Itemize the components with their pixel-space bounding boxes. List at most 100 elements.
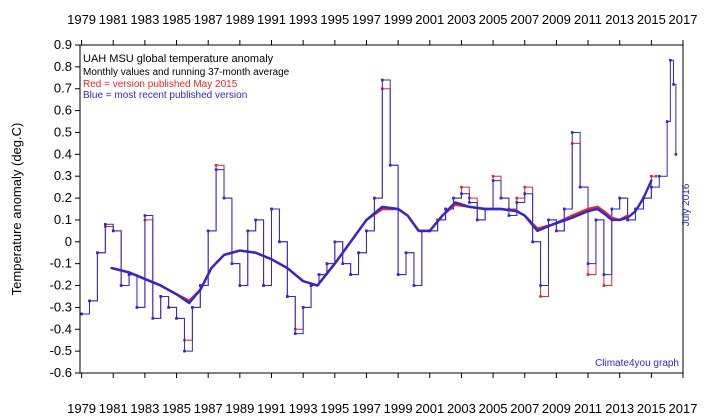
data-point [119, 284, 123, 287]
data-point [499, 196, 503, 200]
x-tick-label: 1997 [352, 401, 381, 416]
average-line [110, 179, 653, 305]
data-point [365, 229, 368, 233]
x-tick-label-top: 1985 [162, 12, 191, 27]
x-tick-label-top: 2005 [479, 12, 508, 27]
x-tick-label-top: 2007 [510, 12, 539, 27]
y-tick-label: -0.3 [50, 299, 72, 314]
data-point [127, 273, 131, 276]
legend-red: Red = version published May 2015 [83, 79, 238, 90]
x-tick-label-top: 2009 [542, 12, 571, 27]
x-tick-label: 1999 [384, 401, 413, 416]
x-tick-label: 2013 [605, 401, 634, 416]
data-point [151, 317, 155, 320]
data-point [357, 251, 360, 255]
x-tick-label: 2009 [542, 401, 571, 416]
x-tick-label: 2011 [574, 401, 602, 416]
data-point [452, 196, 455, 200]
y-axis-ticks: 0.9 0.8 0.7 0.6 0.5 0.4 0.3 0.2 0.1 0 -0.1 -0.2 -0.3… [50, 37, 80, 380]
x-tick-label: 1981 [99, 401, 128, 416]
x-tick-label: 2001 [415, 401, 444, 416]
data-point [111, 229, 115, 233]
x-tick-label: 1995 [320, 401, 349, 416]
x-tick-label-top: 2013 [605, 12, 634, 27]
x-tick-label-top: 2001 [415, 12, 444, 27]
data-point [246, 229, 250, 233]
blue-average-series [110, 179, 653, 305]
x-tick-label-top: 1993 [289, 12, 318, 27]
data-point [373, 196, 376, 200]
y-tick-label: -0.2 [50, 278, 72, 293]
x-tick-label-top: 1987 [194, 12, 223, 27]
data-point [214, 168, 218, 171]
data-point [206, 229, 210, 233]
data-point [618, 196, 621, 200]
y-tick-label: 0.2 [54, 190, 72, 205]
y-tick-label: -0.5 [50, 343, 72, 358]
data-point [657, 174, 661, 178]
data-point [222, 196, 226, 200]
data-point [333, 240, 337, 244]
data-point [444, 207, 447, 211]
data-point [286, 295, 289, 298]
data-point [610, 207, 614, 211]
data-point [539, 284, 542, 287]
data-point [468, 201, 471, 204]
data-point [515, 201, 519, 204]
data-point [507, 214, 511, 217]
y-tick-label: 0.5 [54, 124, 72, 139]
x-tick-label: 1983 [130, 401, 159, 416]
data-point [104, 223, 107, 226]
blue-monthly-series [80, 59, 678, 353]
plot-frame [79, 44, 684, 374]
x-tick-label: 1987 [194, 401, 223, 416]
y-tick-label: -0.1 [50, 256, 72, 271]
y-tick-label: 0.3 [54, 168, 72, 183]
y-tick-label: 0.4 [54, 146, 72, 161]
x-tick-label-top: 1997 [352, 12, 381, 27]
x-tick-label-top: 1999 [384, 12, 413, 27]
x-tick-label: 2003 [447, 401, 476, 416]
x-tick-label-top: 2011 [574, 12, 602, 27]
data-point [586, 262, 590, 265]
data-point [214, 163, 218, 167]
x-tick-label-top: 1979 [67, 12, 96, 27]
data-point [135, 306, 139, 309]
x-tick-label: 1989 [225, 401, 254, 416]
data-point [325, 262, 329, 265]
data-point [562, 207, 566, 211]
data-point [309, 284, 313, 287]
chart-subtitle: Monthly values and running 37-month aver… [83, 67, 290, 78]
data-point [198, 284, 202, 287]
y-axis-label: Temperature anomaly (deg.C) [9, 123, 24, 296]
legend-blue: Blue = most recent published version [83, 90, 247, 101]
data-point [672, 83, 675, 86]
x-tick-label-top: 1983 [130, 12, 159, 27]
data-point [301, 306, 305, 309]
x-tick-label: 2007 [510, 401, 539, 416]
data-point [96, 251, 99, 255]
data-point [262, 284, 265, 287]
data-point [523, 192, 527, 195]
data-point [278, 240, 281, 244]
x-tick-label: 2017 [669, 401, 698, 416]
data-point [396, 273, 400, 276]
data-point [341, 262, 345, 265]
data-point [491, 179, 495, 182]
data-point [674, 153, 678, 156]
data-point [404, 251, 408, 255]
data-point [254, 218, 257, 222]
y-tick-label: 0.6 [54, 103, 72, 118]
series-layer [80, 59, 678, 353]
data-point [570, 131, 574, 134]
x-tick-label: 2015 [637, 401, 666, 416]
data-point [578, 185, 582, 189]
data-point [349, 273, 352, 276]
x-tick-label-top: 1995 [320, 12, 349, 27]
y-tick-label: 0.1 [54, 212, 72, 227]
data-point [88, 299, 91, 303]
data-point [412, 284, 416, 287]
data-point [293, 332, 297, 335]
y-tick-label: -0.6 [50, 365, 72, 380]
